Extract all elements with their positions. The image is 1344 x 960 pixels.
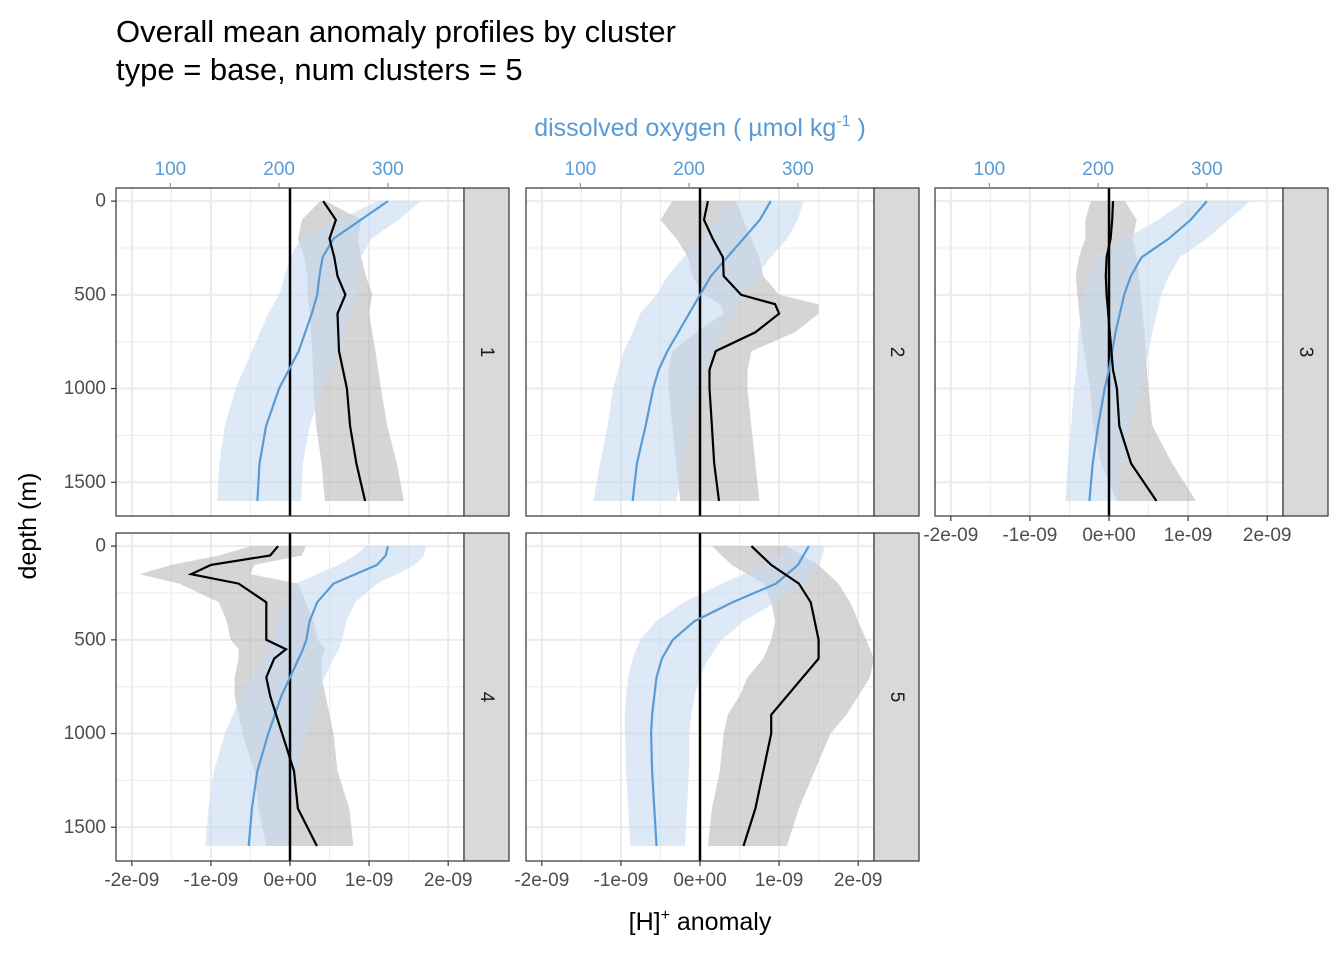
x-tick-label: -2e-09: [923, 525, 978, 546]
secondary-axis-title-main: dissolved oxygen ( µmol kg: [534, 114, 836, 142]
facet-strip: [463, 532, 510, 862]
y-axis-title: depth (m): [14, 473, 42, 580]
secondary-tick-label: 200: [1082, 159, 1114, 180]
facet-panel-3: 3 100 200 300 -2e-09 -1e-09 0e+00 1e-09 2e-09: [923, 159, 1329, 546]
x-tick-label: -1e-09: [183, 870, 238, 891]
hplus-mean-line: [322, 200, 367, 502]
y-tick-label: 0: [95, 191, 106, 212]
facet-strip: [873, 532, 920, 862]
x-tick-label: 2e-09: [834, 870, 883, 891]
secondary-axis-title: dissolved oxygen ( µmol kg-1 ): [534, 113, 866, 142]
oxygen-mean-line: [1088, 200, 1208, 502]
x-axis-title-suffix: anomaly: [670, 908, 772, 936]
facet-strip-label: 5: [886, 692, 907, 703]
oxygen-ribbon: [625, 546, 826, 846]
x-tick-label: 0e+00: [673, 870, 726, 891]
secondary-axis-title-superscript: -1: [836, 113, 850, 130]
facet-strip: [1282, 187, 1329, 517]
facet-strip: [873, 187, 920, 517]
secondary-tick-label: 300: [1191, 159, 1223, 180]
facet-strip: [463, 187, 510, 517]
x-axis-title-main: [H]: [629, 908, 661, 936]
x-tick-label: 0e+00: [1082, 525, 1135, 546]
facet-strip-label: 4: [476, 692, 497, 703]
x-tick-label: 0e+00: [263, 870, 316, 891]
secondary-axis-title-suffix: ): [851, 114, 866, 142]
y-tick-label: 1000: [64, 723, 106, 744]
hplus-mean-line: [702, 200, 781, 502]
secondary-tick-label: 200: [673, 159, 705, 180]
secondary-tick-label: 300: [372, 159, 404, 180]
hplus-mean-line: [1104, 201, 1158, 502]
oxygen-ribbon: [205, 546, 426, 846]
x-tick-label: 1e-09: [755, 870, 804, 891]
oxygen-mean-line: [631, 200, 772, 502]
y-tick-label: 1500: [64, 817, 106, 838]
hplus-mean-line: [742, 545, 820, 847]
x-axis-title-superscript: +: [661, 907, 670, 924]
y-tick-label: 1000: [64, 378, 106, 399]
x-tick-label: 2e-09: [1243, 525, 1292, 546]
oxygen-mean-line: [247, 545, 389, 847]
hplus-ribbon: [707, 546, 874, 846]
oxygen-ribbon: [1065, 201, 1251, 501]
x-tick-label: -1e-09: [593, 870, 648, 891]
x-tick-label: 1e-09: [1164, 525, 1213, 546]
y-tick-label: 0: [95, 536, 106, 557]
x-tick-label: 1e-09: [345, 870, 394, 891]
x-tick-label: -2e-09: [514, 870, 569, 891]
x-tick-label: -2e-09: [104, 870, 159, 891]
secondary-tick-label: 100: [155, 159, 187, 180]
oxygen-mean-line: [649, 545, 810, 847]
x-axis-title: [H]+ anomaly: [629, 907, 772, 936]
oxygen-ribbon: [217, 201, 421, 501]
facet-panel-2: 2 100 200 300: [525, 159, 920, 517]
chart-title-line2: type = base, num clusters = 5: [116, 52, 523, 87]
x-tick-label: 2e-09: [424, 870, 473, 891]
secondary-tick-label: 100: [565, 159, 597, 180]
hplus-mean-line: [187, 545, 318, 847]
facet-panel-1: 1 0 500 1000 1500 100 200 300: [64, 159, 510, 517]
chart-title-line1: Overall mean anomaly profiles by cluster: [116, 14, 676, 49]
x-tick-label: -1e-09: [1002, 525, 1057, 546]
secondary-tick-label: 300: [782, 159, 814, 180]
facet-strip-label: 2: [886, 347, 907, 358]
secondary-tick-label: 100: [974, 159, 1006, 180]
facet-panel-4: 4 0 500 1000 1500 -2e-09 -1e-09 0e+00 1e-09 2e-09: [64, 532, 510, 891]
facet-strip-label: 3: [1295, 347, 1316, 358]
y-tick-label: 500: [74, 629, 106, 650]
y-tick-label: 1500: [64, 472, 106, 493]
secondary-tick-label: 200: [263, 159, 295, 180]
oxygen-mean-line: [256, 200, 389, 502]
y-tick-label: 500: [74, 284, 106, 305]
facet-strip-label: 1: [476, 347, 497, 358]
facet-panel-5: 5 -2e-09 -1e-09 0e+00 1e-09 2e-09: [514, 532, 920, 891]
